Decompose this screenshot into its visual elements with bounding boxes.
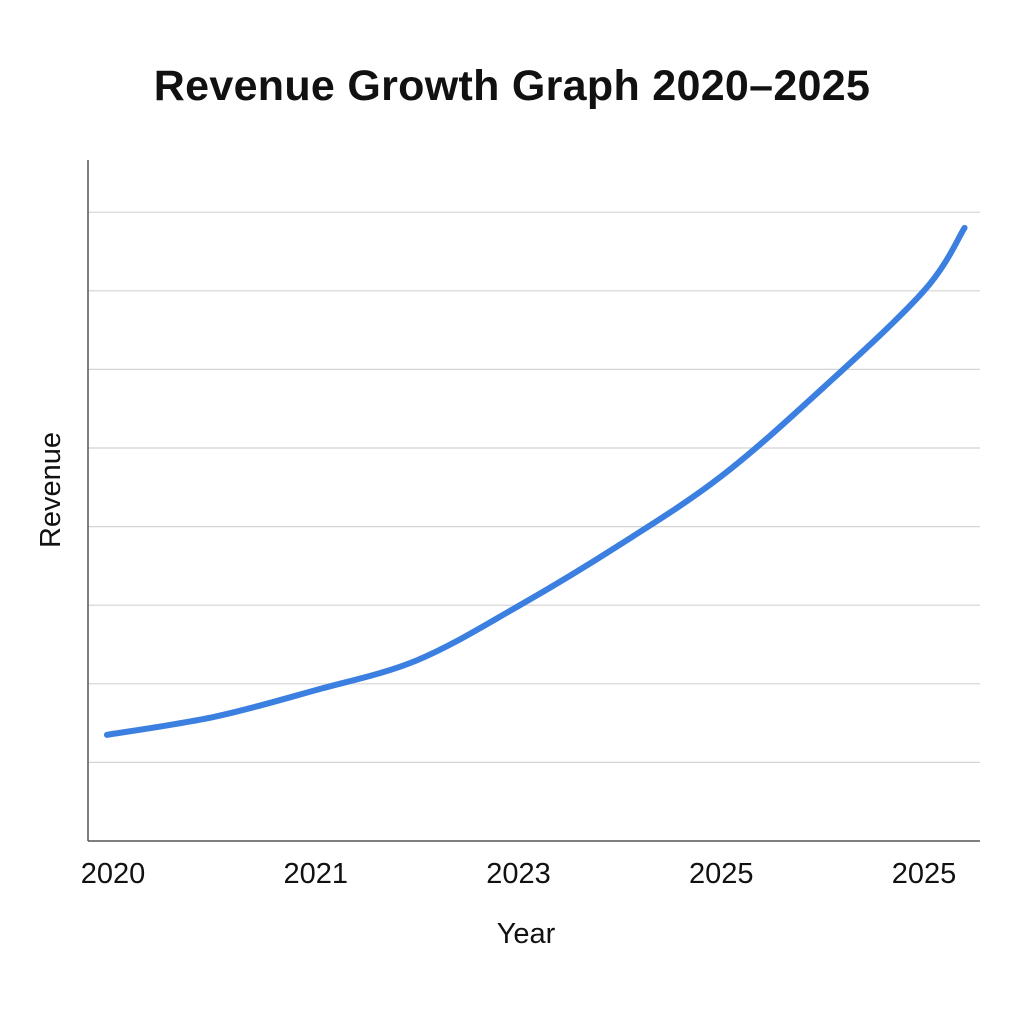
x-tick-label: 2025 [892,858,957,890]
x-axis-label: Year [497,918,556,950]
x-tick-label: 2025 [689,858,754,890]
x-tick-label: 2020 [81,858,146,890]
series [103,224,968,738]
revenue-line [103,224,968,738]
chart-title: Revenue Growth Graph 2020–2025 [153,62,871,110]
gridlines [88,211,980,764]
x-tick-labels: 2020 2021 2023 2025 2025 [81,858,957,890]
x-tick-label: 2023 [486,858,551,890]
x-tick-label: 2021 [283,858,348,890]
y-axis-label: Revenue [35,432,67,548]
